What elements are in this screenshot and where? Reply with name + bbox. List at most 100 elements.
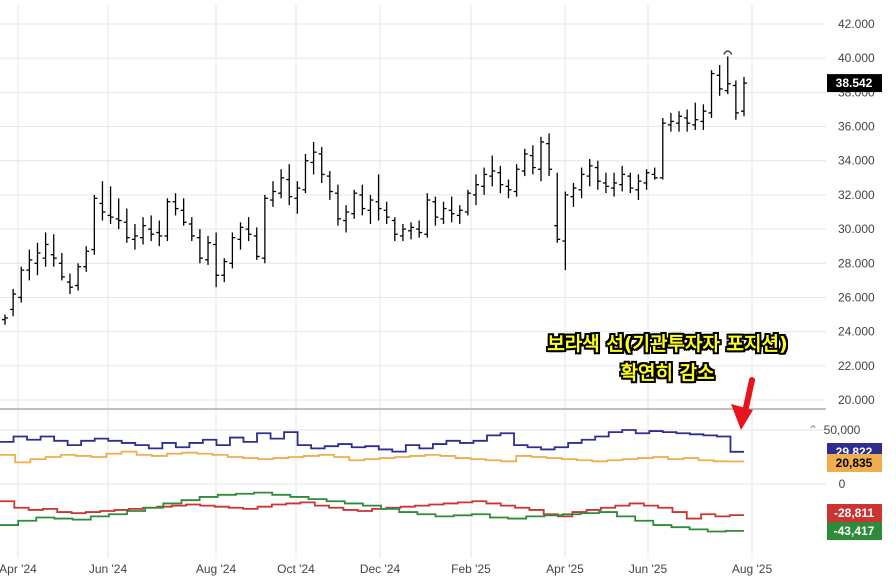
ohlc-bar [229,232,236,269]
price-tick-label: 32.000 [838,188,875,202]
ohlc-bar [383,201,390,224]
ohlc-bar [50,234,57,267]
ohlc-bar [302,153,309,194]
time-tick-label: Feb '25 [451,562,491,576]
ohlc-bar [473,174,480,206]
ohlc-bar [180,198,187,226]
indicator-series-line [0,429,744,453]
collapse-caret-icon[interactable]: ⌃ [807,423,819,437]
ohlc-bar [570,182,577,207]
ohlc-bar [521,148,528,177]
ohlc-bar [115,198,122,230]
ohlc-bar [334,184,341,226]
ohlc-bar [66,273,73,295]
ohlc-bar [107,186,114,224]
time-tick-label: Dec '24 [360,562,401,576]
ohlc-bar [269,181,276,207]
ohlc-bar [586,159,593,187]
price-tick-label: 34.000 [838,154,875,168]
ohlc-bar [26,249,33,281]
green-value-tag: -43,417 [827,522,882,540]
ohlc-bar [732,80,739,120]
ohlc-bar [408,222,415,240]
ohlc-bar [513,164,520,197]
ohlc-bar [326,170,333,201]
time-tick-label: Apr '25 [546,562,584,576]
time-tick-label: Aug '24 [196,562,237,576]
price-tick-label: 42.000 [838,17,875,31]
ohlc-bar [684,109,691,132]
indicator-tick-label: 0 [839,477,846,491]
ohlc-bar [221,258,228,283]
price-tick-label: 30.000 [838,222,875,236]
ohlc-bar [83,246,90,272]
ohlc-bar [692,102,699,130]
indicator-series-line [0,491,744,533]
ohlc-bar [481,167,488,195]
ohlc-bar [554,172,561,243]
svg-text:-28,811: -28,811 [834,506,874,520]
ohlc-bar [424,193,431,238]
ohlc-bar [343,205,350,233]
ohlc-bar [205,235,212,265]
ohlc-bar [391,217,398,242]
ohlc-bar [700,104,707,130]
ohlc-bar [140,217,147,245]
ohlc-bar [489,155,496,187]
ohlc-bar [58,253,65,281]
ohlc-bar [34,242,41,276]
ohlc-bar [505,179,512,199]
ohlc-bar [562,191,569,271]
ohlc-bar [91,194,98,255]
red-value-tag: -28,811 [827,504,882,522]
ohlc-bar [399,223,406,242]
ohlc-bar [75,263,82,291]
red-down-arrow-icon [731,377,755,430]
ohlc-bar [367,194,374,224]
ohlc-bar [148,215,155,242]
ohlc-bar [676,111,683,132]
ohlc-bar [456,205,463,224]
price-bars [2,50,747,325]
time-tick-label: Jun '25 [629,562,668,576]
svg-text:20,835: 20,835 [836,456,873,470]
ohlc-bar [594,160,601,190]
ohlc-bar [667,112,674,132]
ohlc-bar [529,145,536,175]
ohlc-bar [156,220,163,247]
ohlc-bar [294,181,301,214]
svg-text:38.542: 38.542 [836,76,873,90]
time-axis: Apr '24 Jun '24 Aug '24 Oct '24 Dec '24 Feb '… [0,562,772,576]
svg-text:-43,417: -43,417 [834,524,875,538]
ohlc-bar [440,201,447,224]
ohlc-bar [416,220,423,238]
ohlc-bar [448,196,455,223]
price-tick-label: 22.000 [838,359,875,373]
time-tick-label: Aug '25 [732,562,773,576]
ohlc-bar [724,56,731,95]
ohlc-bar [659,118,666,180]
annotation-line-1: 보라색 선(기관투자자 포지션) [547,333,788,355]
ohlc-bar [351,189,358,219]
annotation-callout: 보라색 선(기관투자자 포지션) 확연히 감소 [440,330,895,388]
ohlc-bar [131,223,138,250]
price-tick-label: 40.000 [838,51,875,65]
ohlc-bar [464,189,471,216]
ohlc-bar [310,141,317,175]
ohlc-bar [627,172,634,194]
price-tick-label: 20.000 [838,393,875,407]
price-tick-label: 28.000 [838,256,875,270]
ohlc-bar [497,165,504,194]
last-price-tag: 38.542 [827,74,882,93]
ohlc-bar [546,133,553,177]
ohlc-bar [18,266,25,303]
price-tick-label: 24.000 [838,325,875,339]
ohlc-bar [10,288,17,317]
ohlc-bar [261,194,268,264]
ohlc-bar [278,169,285,199]
indicator-tick-label: 50,000 [824,423,861,437]
ohlc-bar [716,65,723,96]
price-tick-label: 36.000 [838,120,875,134]
ohlc-bar [643,169,650,190]
